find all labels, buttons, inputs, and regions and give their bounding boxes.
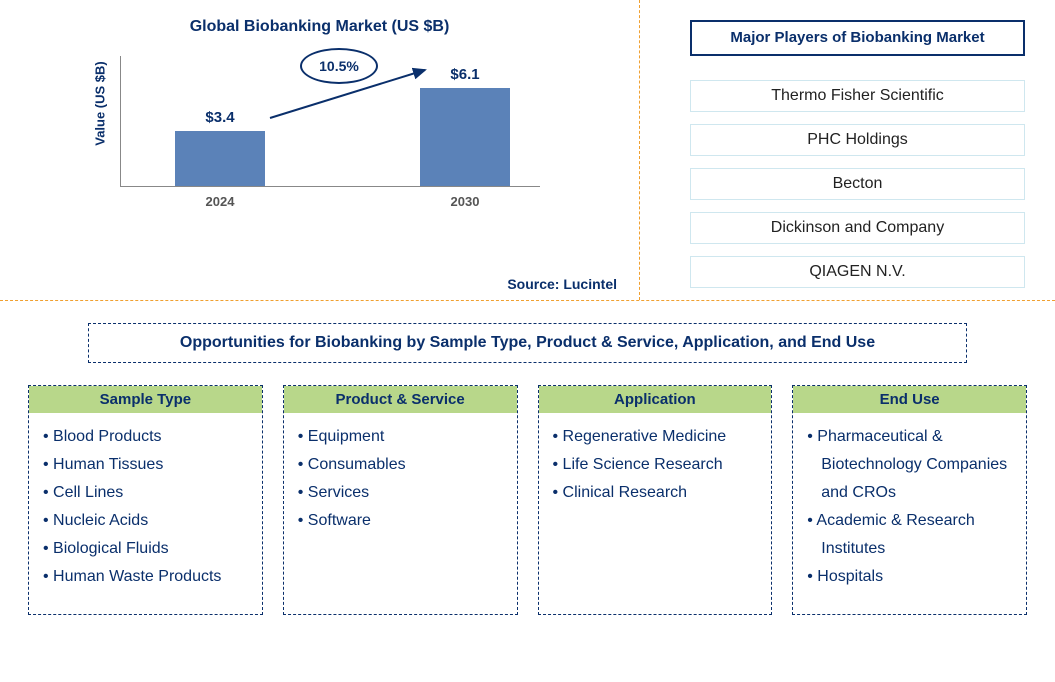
column-item: Services (298, 479, 507, 507)
column-header: Sample Type (29, 386, 262, 413)
column-item: Software (298, 507, 507, 535)
column-item: Human Tissues (43, 451, 252, 479)
bar-value-label: $3.4 (175, 109, 265, 126)
column-item: Biological Fluids (43, 535, 252, 563)
players-panel: Major Players of Biobanking Market Therm… (640, 0, 1055, 300)
x-tick-label: 2030 (420, 194, 510, 209)
player-item: QIAGEN N.V. (690, 256, 1025, 288)
column-body: Regenerative MedicineLife Science Resear… (539, 413, 772, 517)
column-item: Hospitals (807, 563, 1016, 591)
y-axis-label: Value (US $B) (93, 44, 108, 164)
player-item: PHC Holdings (690, 124, 1025, 156)
bar-2030: $6.1 (420, 88, 510, 186)
source-label: Source: Lucintel (507, 276, 617, 292)
column-item: Clinical Research (553, 479, 762, 507)
column-item: Blood Products (43, 423, 252, 451)
bar-2024: $3.4 (175, 131, 265, 186)
column-body: EquipmentConsumablesServicesSoftware (284, 413, 517, 545)
column-body: Blood ProductsHuman TissuesCell LinesNuc… (29, 413, 262, 601)
opportunity-column: Sample TypeBlood ProductsHuman TissuesCe… (28, 385, 263, 615)
column-item: Nucleic Acids (43, 507, 252, 535)
column-body: Pharmaceutical & Biotechnology Companies… (793, 413, 1026, 601)
chart-title: Global Biobanking Market (US $B) (20, 18, 619, 36)
column-item: Equipment (298, 423, 507, 451)
column-item: Life Science Research (553, 451, 762, 479)
column-header: End Use (793, 386, 1026, 413)
column-item: Pharmaceutical & Biotechnology Companies… (807, 423, 1016, 507)
x-tick-label: 2024 (175, 194, 265, 209)
opportunity-column: ApplicationRegenerative MedicineLife Sci… (538, 385, 773, 615)
column-item: Academic & Research Institutes (807, 507, 1016, 563)
player-item: Thermo Fisher Scientific (690, 80, 1025, 112)
opportunity-column: Product & ServiceEquipmentConsumablesSer… (283, 385, 518, 615)
bar-value-label: $6.1 (420, 66, 510, 83)
players-title: Major Players of Biobanking Market (690, 20, 1025, 56)
player-item: Dickinson and Company (690, 212, 1025, 244)
column-header: Product & Service (284, 386, 517, 413)
opportunities-title: Opportunities for Biobanking by Sample T… (88, 323, 967, 363)
cagr-badge: 10.5% (300, 48, 378, 84)
bar-chart: Value (US $B) 10.5% $3.42024$6.12030 (120, 56, 580, 216)
cagr-value: 10.5% (319, 58, 359, 74)
column-item: Regenerative Medicine (553, 423, 762, 451)
opportunities-section: Opportunities for Biobanking by Sample T… (0, 300, 1055, 615)
column-item: Consumables (298, 451, 507, 479)
column-item: Cell Lines (43, 479, 252, 507)
column-header: Application (539, 386, 772, 413)
opportunity-column: End Use Pharmaceutical & Biotechnology Co… (792, 385, 1027, 615)
player-item: Becton (690, 168, 1025, 200)
opportunity-columns: Sample TypeBlood ProductsHuman TissuesCe… (28, 385, 1027, 615)
chart-panel: Global Biobanking Market (US $B) Value (… (0, 0, 640, 300)
top-section: Global Biobanking Market (US $B) Value (… (0, 0, 1055, 300)
column-item: Human Waste Products (43, 563, 252, 591)
